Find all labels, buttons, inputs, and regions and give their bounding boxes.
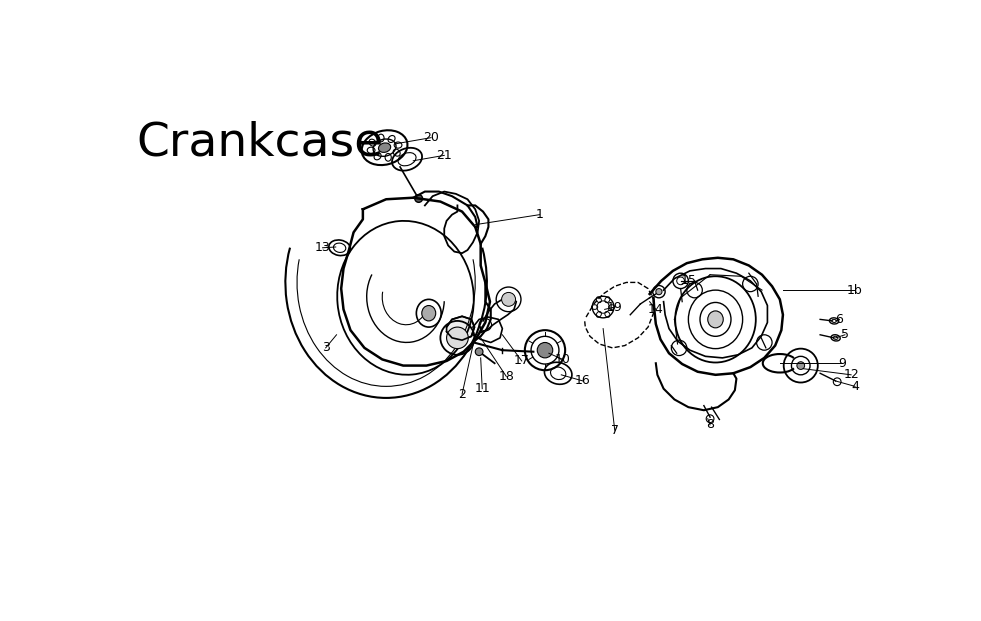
Ellipse shape — [422, 306, 436, 321]
Ellipse shape — [797, 361, 804, 369]
Ellipse shape — [501, 292, 516, 306]
Text: 13: 13 — [315, 242, 331, 254]
Text: 14: 14 — [647, 303, 664, 316]
Text: 6: 6 — [836, 313, 844, 326]
Text: 1b: 1b — [848, 284, 863, 297]
Ellipse shape — [656, 289, 662, 295]
Text: 4: 4 — [852, 380, 859, 393]
Text: 18: 18 — [498, 370, 514, 383]
Ellipse shape — [475, 348, 483, 356]
Ellipse shape — [379, 143, 390, 152]
Ellipse shape — [538, 342, 552, 358]
Polygon shape — [446, 316, 475, 340]
Text: 1: 1 — [536, 208, 543, 221]
Ellipse shape — [415, 194, 423, 202]
Text: 5: 5 — [841, 329, 849, 342]
Text: 21: 21 — [437, 149, 452, 162]
Text: 12: 12 — [844, 368, 859, 381]
Text: 20: 20 — [423, 131, 439, 144]
Text: 2: 2 — [458, 388, 466, 401]
Text: 7: 7 — [611, 424, 619, 437]
Text: 17: 17 — [514, 355, 530, 368]
Text: Crankcase: Crankcase — [136, 120, 384, 166]
Ellipse shape — [446, 327, 468, 348]
Text: 19: 19 — [607, 301, 623, 314]
Text: 16: 16 — [575, 374, 591, 388]
Text: 9: 9 — [838, 357, 846, 369]
Text: 10: 10 — [555, 353, 571, 366]
Text: 8: 8 — [706, 419, 714, 432]
Text: 3: 3 — [322, 342, 330, 355]
Text: 11: 11 — [475, 382, 490, 395]
Text: 15: 15 — [681, 274, 697, 288]
Ellipse shape — [707, 311, 723, 328]
